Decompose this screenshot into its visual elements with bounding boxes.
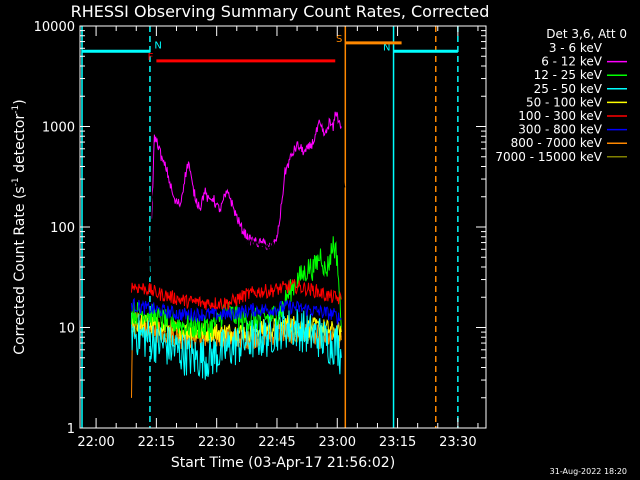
x-axis-label: Start Time (03-Apr-17 21:56:02) — [171, 455, 395, 471]
x-tick-label: 22:30 — [198, 435, 235, 450]
x-tick-label: 22:00 — [77, 435, 114, 450]
axes: 1 10 100 1000 10000 22:00 22:15 22:30 22:45 23:00… — [34, 20, 486, 450]
legend-entry: 3 - 6 keV — [549, 41, 603, 55]
legend-entry: 50 - 100 keV — [526, 95, 603, 109]
footer-date: 31-Aug-2022 18:20 — [550, 467, 627, 476]
x-tick-label: 23:15 — [379, 435, 416, 450]
y-tick-label: 1 — [67, 422, 75, 437]
series-line-300-800keV — [131, 297, 342, 326]
flag-bars: FN NS — [82, 34, 458, 63]
series-line-100-300keV — [131, 279, 342, 310]
legend-entry: 12 - 25 keV — [534, 68, 603, 82]
y-tick-label: 10 — [58, 322, 75, 337]
y-tick-label: 1000 — [42, 121, 75, 136]
y-tick-label: 100 — [50, 221, 75, 236]
flag-label-F: F — [148, 52, 154, 63]
y-tick-label: 10000 — [34, 20, 75, 35]
y-axis-label: Corrected Count Rate (s-1 detector-1) — [11, 99, 28, 354]
chart-title: RHESSI Observing Summary Count Rates, Co… — [71, 2, 490, 21]
flag-label-N: N — [154, 40, 161, 51]
flag-label-S: S — [336, 34, 342, 45]
series-lines — [131, 111, 346, 398]
legend-entry: 300 - 800 keV — [518, 123, 602, 137]
x-tick-label: 22:45 — [258, 435, 295, 450]
flag-label-N: N — [383, 42, 390, 53]
legend-entry: 800 - 7000 keV — [511, 136, 603, 150]
legend-entry: 6 - 12 keV — [541, 55, 603, 69]
series-line-3-6keV — [131, 172, 346, 280]
legend-header: Det 3,6, Att 0 — [546, 27, 627, 41]
series-line-25-50keV — [131, 307, 342, 380]
plot-frame — [79, 25, 487, 429]
x-tick-label: 22:15 — [138, 435, 175, 450]
x-tick-label: 23:30 — [439, 435, 476, 450]
legend-entry: 25 - 50 keV — [534, 82, 603, 96]
x-tick-label: 23:00 — [319, 435, 356, 450]
legend-entry: 100 - 300 keV — [518, 109, 602, 123]
vertical-markers — [81, 26, 459, 428]
legend-entry: 7000 - 15000 keV — [495, 150, 602, 164]
